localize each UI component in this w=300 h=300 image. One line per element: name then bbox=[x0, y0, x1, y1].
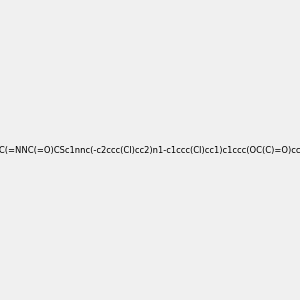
Text: CC(=NNC(=O)CSc1nnc(-c2ccc(Cl)cc2)n1-c1ccc(Cl)cc1)c1ccc(OC(C)=O)cc1: CC(=NNC(=O)CSc1nnc(-c2ccc(Cl)cc2)n1-c1cc… bbox=[0, 146, 300, 154]
